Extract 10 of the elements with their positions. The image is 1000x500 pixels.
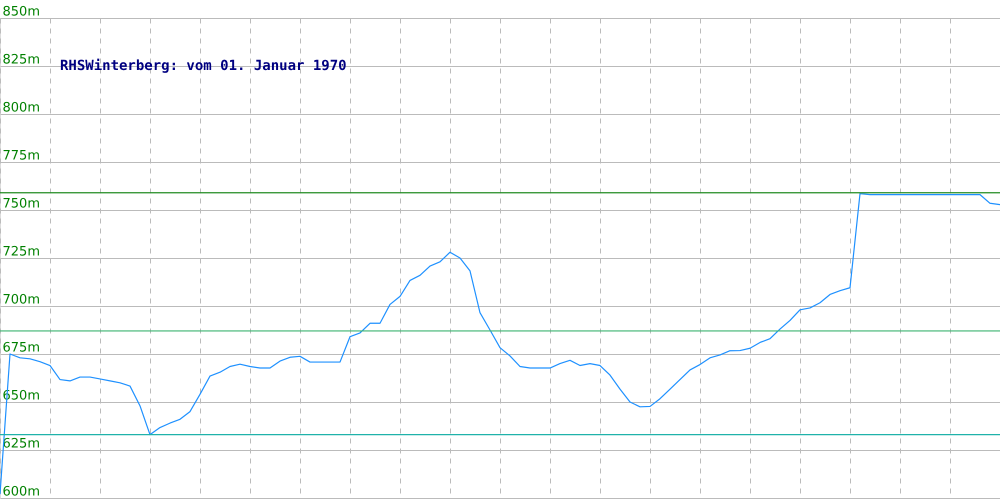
y-tick-label: 825m [2, 52, 40, 68]
y-tick-label: 750m [2, 196, 40, 212]
y-tick-label: 675m [2, 340, 40, 356]
y-tick-label: 700m [2, 292, 40, 308]
y-tick-label: 800m [2, 100, 40, 116]
y-tick-label: 850m [2, 4, 40, 20]
y-tick-label: 725m [2, 244, 40, 260]
y-tick-label: 600m [2, 484, 40, 500]
y-tick-label: 775m [2, 148, 40, 164]
text: RHSWinterberg: vom 01. Januar 1970 [60, 58, 347, 74]
